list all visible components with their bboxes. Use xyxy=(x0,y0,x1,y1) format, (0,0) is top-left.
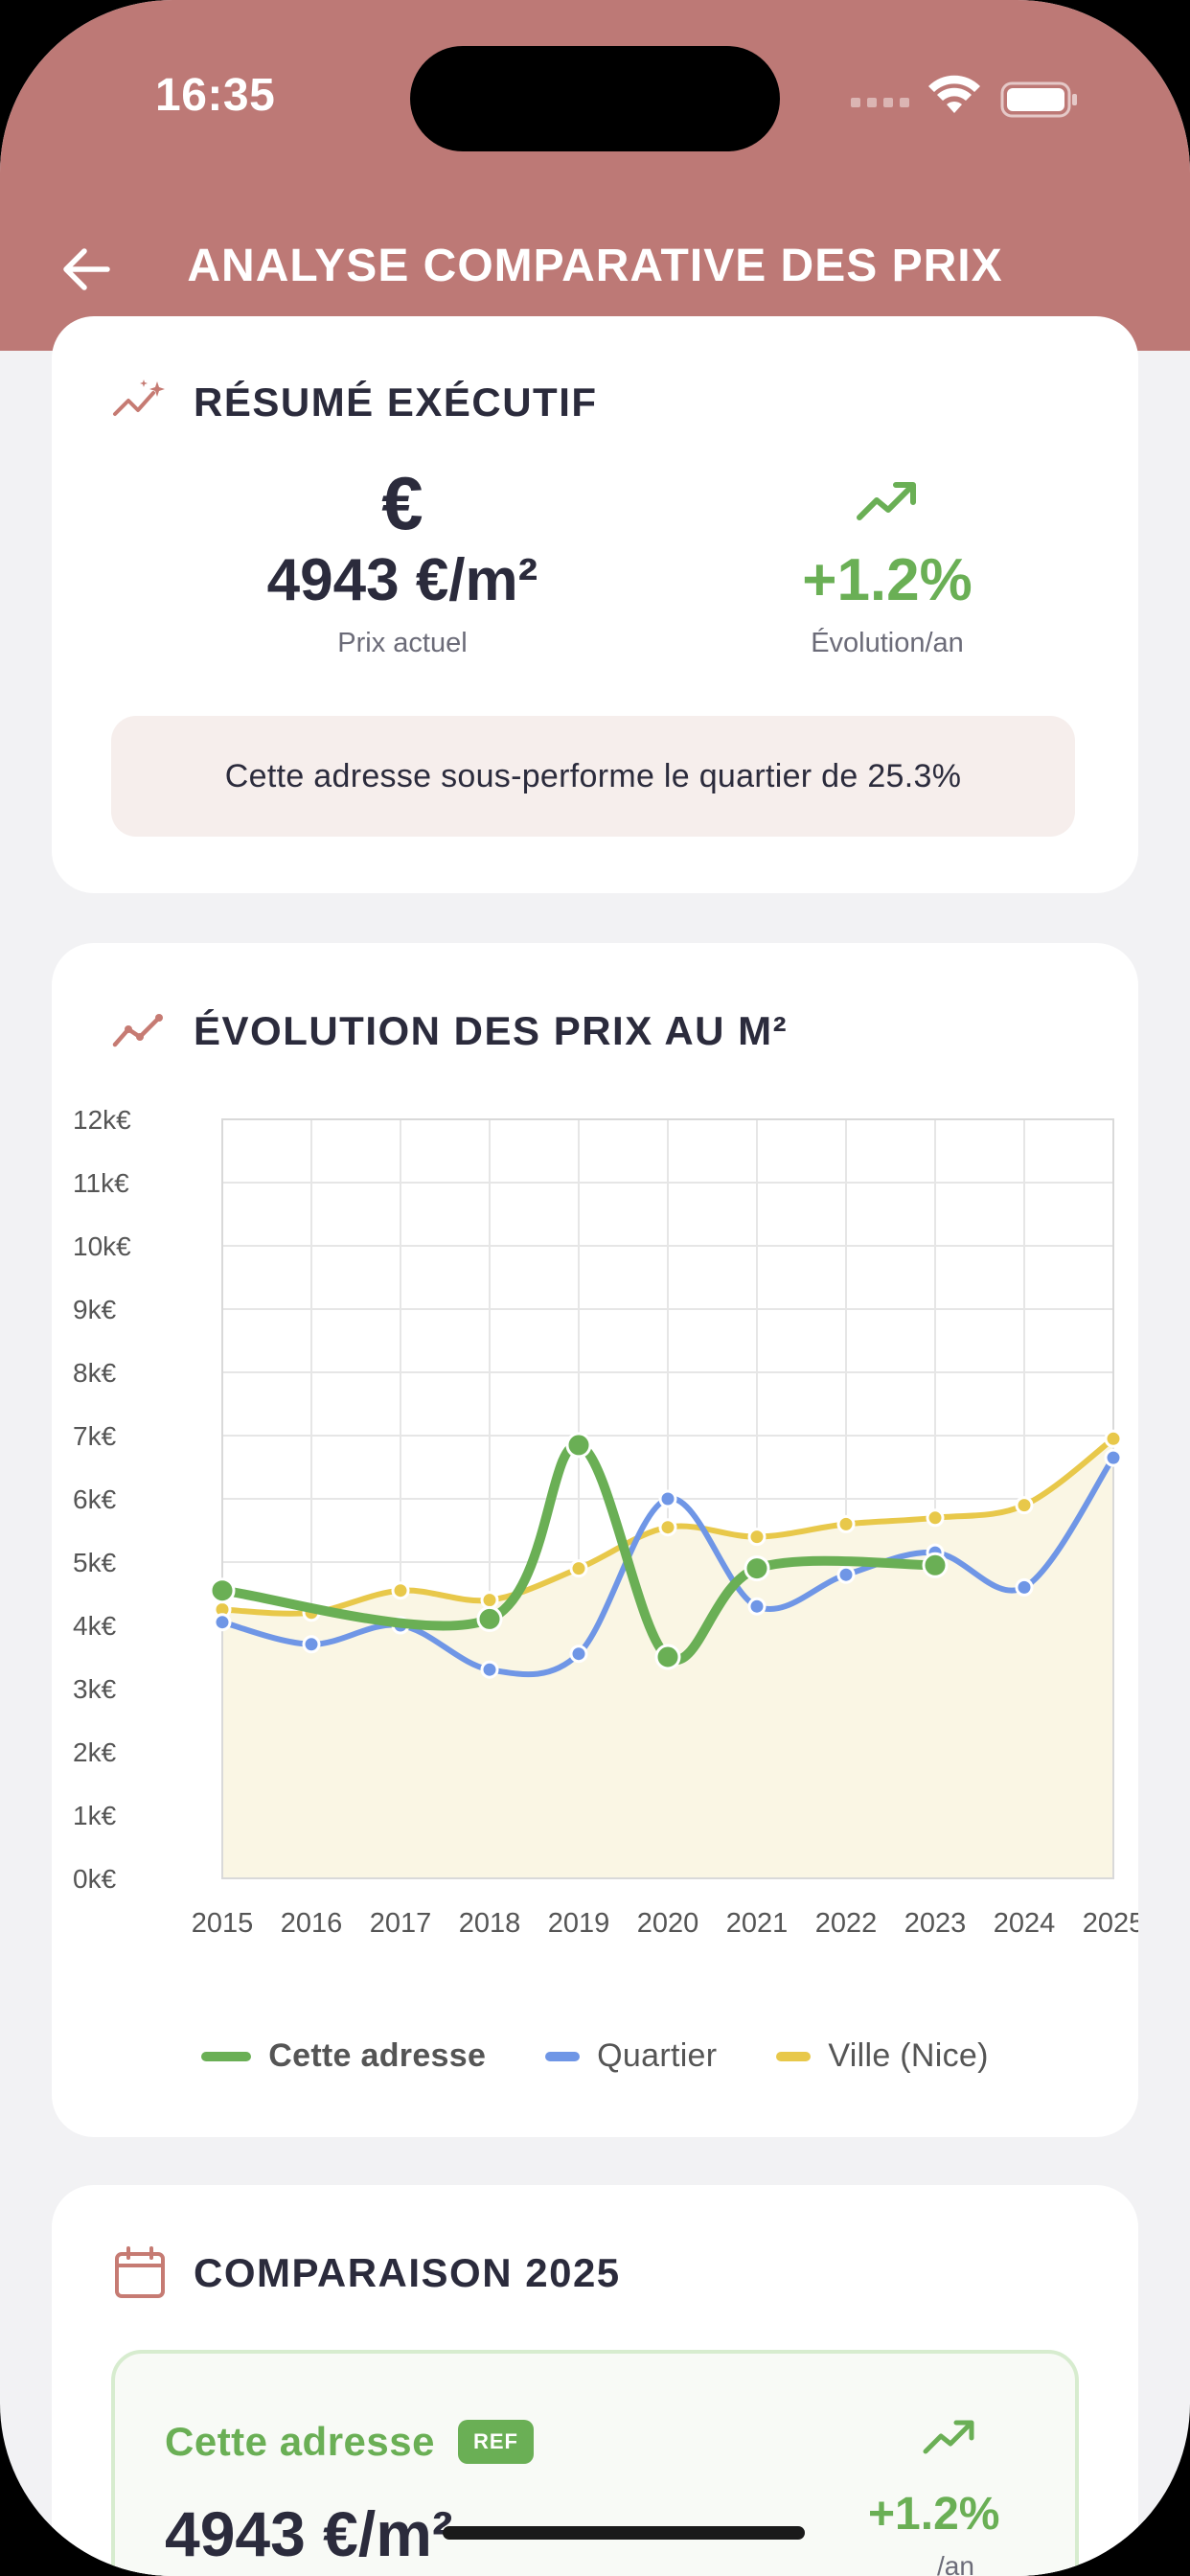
reference-title: Cette adresse REF xyxy=(165,2419,534,2465)
dynamic-island xyxy=(410,46,780,151)
legend-label-city: Ville (Nice) xyxy=(828,2037,989,2074)
performance-notice: Cette adresse sous-performe le quartier … xyxy=(111,716,1075,837)
series-point-1 xyxy=(836,1565,856,1584)
trending-up-icon xyxy=(923,2420,974,2454)
wifi-icon xyxy=(928,75,980,113)
line-chart-icon xyxy=(112,1014,163,1047)
legend-item-city[interactable]: Ville (Nice) xyxy=(776,2037,988,2075)
x-tick-label: 2015 xyxy=(192,1908,254,1939)
series-point-2 xyxy=(569,1559,588,1578)
series-point-0 xyxy=(565,1432,592,1459)
header-bar: 16:35 ANALYSE COMPARATIVE DES PRIX xyxy=(0,0,1190,351)
summary-header: RÉSUMÉ EXÉCUTIF xyxy=(111,374,598,431)
home-indicator xyxy=(443,2526,805,2540)
y-tick-label: 1k€ xyxy=(73,1801,117,1830)
reference-address-box[interactable]: Cette adresse REF 4943 €/m² +1.2% /an xyxy=(111,2350,1079,2576)
series-point-0 xyxy=(476,1605,503,1632)
y-tick-label: 6k€ xyxy=(73,1484,117,1514)
legend-item-address[interactable]: Cette adresse xyxy=(201,2037,486,2075)
x-tick-label: 2017 xyxy=(370,1908,432,1939)
legend-item-district[interactable]: Quartier xyxy=(545,2037,717,2075)
sparkle-chart-icon xyxy=(113,380,165,416)
series-point-2 xyxy=(1015,1496,1034,1515)
x-tick-label: 2022 xyxy=(815,1908,878,1939)
reference-rate-unit: /an xyxy=(937,2551,974,2576)
y-tick-label: 3k€ xyxy=(73,1674,117,1704)
series-point-2 xyxy=(391,1581,410,1600)
y-tick-label: 11k€ xyxy=(73,1168,129,1198)
current-price-label: Prix actuel xyxy=(337,628,468,658)
evolution-value: +1.2% xyxy=(802,547,973,613)
evolution-title: ÉVOLUTION DES PRIX AU M² xyxy=(194,1008,789,1053)
series-point-1 xyxy=(302,1635,321,1654)
reference-name: Cette adresse xyxy=(165,2419,435,2464)
y-tick-label: 2k€ xyxy=(73,1737,117,1767)
evolution-label: Évolution/an xyxy=(811,628,964,658)
calendar-icon xyxy=(115,2246,165,2298)
current-price-kpi: € 4943 €/m² Prix actuel xyxy=(182,460,623,659)
price-evolution-chart: 0k€ 1k€ 2k€ 3k€ 4k€ 5k€ 6k€ 7k€ 8k€ 9k€ 10k€ 11k€ 12… xyxy=(73,1105,1138,1939)
comparison-header: COMPARAISON 2025 xyxy=(111,2244,621,2302)
series-point-2 xyxy=(480,1591,499,1610)
back-arrow-icon[interactable] xyxy=(57,240,117,299)
series-point-0 xyxy=(744,1555,770,1582)
x-tick-label: 2023 xyxy=(904,1908,967,1939)
x-tick-label: 2021 xyxy=(726,1908,789,1939)
comparison-card: COMPARAISON 2025 Cette adresse REF 4943 … xyxy=(52,2185,1138,2576)
y-tick-label: 4k€ xyxy=(73,1611,117,1641)
legend-swatch-district xyxy=(545,2051,581,2061)
series-point-2 xyxy=(747,1528,767,1547)
comparison-title: COMPARAISON 2025 xyxy=(194,2250,621,2295)
x-tick-label: 2020 xyxy=(637,1908,699,1939)
series-point-1 xyxy=(747,1597,767,1616)
euro-icon: € xyxy=(381,461,423,545)
reference-badge: REF xyxy=(457,2420,534,2464)
current-price-value: 4943 €/m² xyxy=(266,547,538,613)
y-tick-label: 10k€ xyxy=(73,1231,131,1261)
x-tick-label: 2025 xyxy=(1083,1908,1138,1939)
y-tick-label: 12k€ xyxy=(73,1105,131,1135)
legend-label-district: Quartier xyxy=(597,2037,718,2074)
summary-title: RÉSUMÉ EXÉCUTIF xyxy=(194,380,598,425)
series-point-1 xyxy=(1104,1448,1123,1467)
y-tick-label: 9k€ xyxy=(73,1295,117,1324)
evolution-card: ÉVOLUTION DES PRIX AU M² 0k€ 1k€ 2k€ 3k€ 4k€… xyxy=(52,943,1138,2137)
y-tick-label: 8k€ xyxy=(73,1358,117,1388)
summary-card: RÉSUMÉ EXÉCUTIF € 4943 €/m² Prix actuel … xyxy=(52,316,1138,893)
y-tick-label: 7k€ xyxy=(73,1421,117,1451)
series-point-0 xyxy=(654,1644,681,1670)
series-point-1 xyxy=(213,1613,232,1632)
legend-label-address: Cette adresse xyxy=(268,2037,487,2074)
series-point-0 xyxy=(209,1577,236,1604)
signal-icon xyxy=(851,98,909,107)
reference-rate: +1.2% xyxy=(868,2489,1000,2540)
plot-border xyxy=(221,1118,1114,1879)
x-tick-label: 2019 xyxy=(548,1908,610,1939)
legend-swatch-city xyxy=(776,2051,812,2061)
series-point-1 xyxy=(480,1660,499,1679)
x-tick-label: 2024 xyxy=(994,1908,1056,1939)
reference-price: 4943 €/m² xyxy=(165,2498,453,2569)
trending-up-icon xyxy=(857,482,916,520)
legend-swatch-address xyxy=(201,2051,252,2061)
series-point-2 xyxy=(658,1518,677,1537)
series-point-2 xyxy=(836,1514,856,1533)
series-point-2 xyxy=(1104,1429,1123,1448)
series-point-1 xyxy=(658,1489,677,1508)
x-tick-label: 2016 xyxy=(281,1908,343,1939)
page-title: ANALYSE COMPARATIVE DES PRIX xyxy=(187,241,1003,291)
status-time: 16:35 xyxy=(155,70,276,121)
evolution-header: ÉVOLUTION DES PRIX AU M² xyxy=(111,1002,788,1060)
y-tick-label: 0k€ xyxy=(73,1864,117,1894)
evolution-kpi: +1.2% Évolution/an xyxy=(667,460,1108,659)
series-point-1 xyxy=(1015,1577,1034,1597)
series-point-2 xyxy=(926,1508,945,1528)
x-tick-label: 2018 xyxy=(459,1908,521,1939)
chart-legend: Cette adresse Quartier Ville (Nice) xyxy=(52,2037,1138,2075)
battery-icon xyxy=(1000,81,1077,118)
series-point-1 xyxy=(569,1644,588,1664)
series-point-0 xyxy=(922,1552,949,1578)
y-tick-label: 5k€ xyxy=(73,1548,117,1577)
